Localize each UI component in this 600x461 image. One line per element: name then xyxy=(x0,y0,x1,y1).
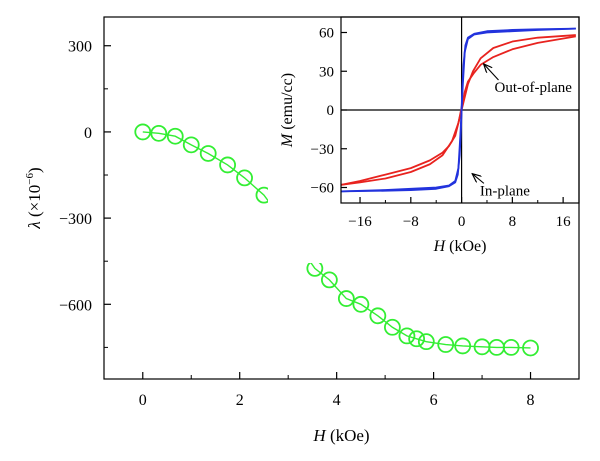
main-data-point xyxy=(398,327,416,345)
main-data-point xyxy=(134,123,152,141)
main-y-tick-label: −300 xyxy=(59,211,92,228)
inset-loop-branch xyxy=(340,27,576,193)
main-data-point xyxy=(166,127,184,145)
inset-x-tick-label: 8 xyxy=(509,214,517,230)
inset-background xyxy=(268,18,578,263)
main-data-point xyxy=(522,339,539,357)
inset-x-tick-label: 16 xyxy=(556,214,572,230)
main-data-point xyxy=(150,124,168,142)
main-y-axis-title: λ (×10−6) xyxy=(24,167,44,229)
main-x-tick-label: 4 xyxy=(333,392,341,409)
main-data-point xyxy=(182,136,200,154)
inset-annotations: Out-of-plane In-plane xyxy=(472,64,572,199)
main-x-tick-label: 6 xyxy=(430,392,438,409)
main-data-point xyxy=(352,295,370,313)
main-data-point xyxy=(383,318,401,336)
inset-y-tick-label: 30 xyxy=(319,64,334,80)
main-data-point xyxy=(337,290,355,307)
main-x-tick-label: 8 xyxy=(527,392,535,409)
main-data-point xyxy=(369,307,387,325)
main-data-point xyxy=(408,330,426,348)
inset-y-axis-title: M (emu/cc) xyxy=(279,73,296,148)
inset-y-tick-label: 0 xyxy=(327,103,335,119)
main-x-axis-title: H (kOe) xyxy=(312,426,369,445)
inset-x-tick-label: −16 xyxy=(348,214,372,230)
annotation-label: In-plane xyxy=(480,183,530,199)
main-data-point xyxy=(437,336,455,353)
inset-x-tick-label: 0 xyxy=(458,214,466,230)
annotation-label: Out-of-plane xyxy=(494,80,572,96)
main-x-tick-label: 2 xyxy=(236,392,244,409)
main-x-tick-label: 0 xyxy=(139,392,147,409)
annotation-arrow xyxy=(484,64,499,81)
inset-y-tick-label: −60 xyxy=(311,181,334,197)
main-series-line xyxy=(142,131,531,349)
main-data-point xyxy=(454,337,472,355)
main-data-point xyxy=(236,169,253,187)
inset-x-axis-title: H (kOe) xyxy=(433,238,487,255)
inset-ticks: −16 −8 0 8 16 60 30 0 −30 −60 xyxy=(311,26,572,231)
annotation-arrow xyxy=(472,174,485,184)
inset-series xyxy=(340,27,576,193)
inset-chart: −16 −8 0 8 16 60 30 0 −30 −60 Out-of-plane In-plan… xyxy=(268,16,580,263)
inset-y-tick-label: 60 xyxy=(319,26,334,42)
main-y-tick-label: −600 xyxy=(59,297,92,314)
main-y-tick-label: 0 xyxy=(84,125,92,142)
main-data-point xyxy=(199,145,217,162)
main-data-point xyxy=(502,338,520,356)
inset-y-tick-label: −30 xyxy=(311,142,334,158)
main-y-tick-label: 300 xyxy=(68,39,92,56)
main-data-point xyxy=(417,333,435,351)
inset-x-tick-label: −8 xyxy=(403,214,419,230)
main-data-point xyxy=(219,156,236,174)
main-data-point xyxy=(320,271,338,289)
